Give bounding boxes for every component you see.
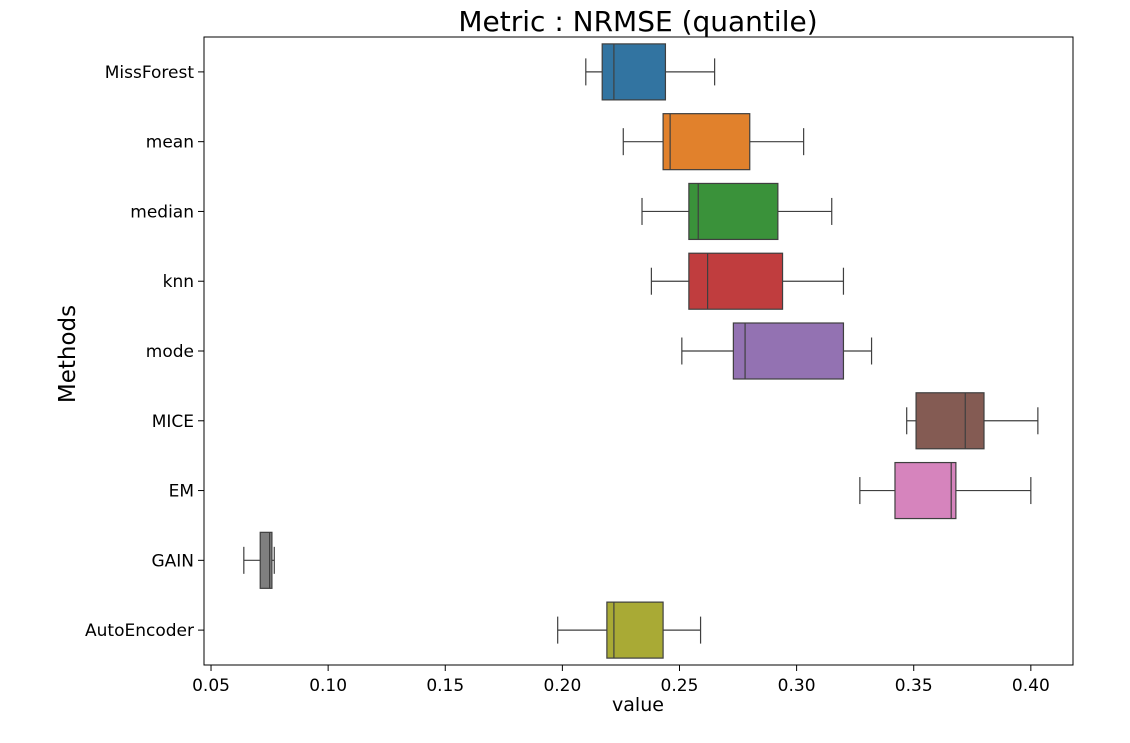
y-tick-label: mode <box>146 342 194 362</box>
y-tick-label: MICE <box>152 412 194 432</box>
box-iqr <box>259 531 273 589</box>
y-tick-label: median <box>130 202 194 222</box>
box-em <box>859 461 1032 520</box>
box-mean <box>622 113 805 171</box>
box-missforest <box>585 43 716 101</box>
box-autoencoder <box>557 601 702 659</box>
box-mice <box>906 392 1039 450</box>
box-knn <box>650 252 845 310</box>
x-tick-label: 0.40 <box>1012 676 1050 696</box>
y-tick-label: mean <box>146 133 194 153</box>
box-mode <box>681 322 873 380</box>
y-tick-label: MissForest <box>105 63 195 83</box>
plot-frame <box>203 36 1074 666</box>
y-tick-label: GAIN <box>151 551 194 571</box>
x-tick-label: 0.10 <box>309 676 347 696</box>
box-median <box>641 182 833 241</box>
box-iqr <box>601 43 667 101</box>
box-iqr <box>688 252 784 310</box>
x-tick-label: 0.15 <box>426 676 464 696</box>
box-iqr <box>606 601 664 659</box>
box-iqr <box>894 461 957 520</box>
y-tick-label: EM <box>169 482 194 502</box>
x-tick-label: 0.20 <box>543 676 581 696</box>
box-iqr <box>915 392 985 450</box>
x-axis-label: value <box>612 694 664 716</box>
x-tick-label: 0.05 <box>192 676 230 696</box>
x-tick-label: 0.35 <box>895 676 933 696</box>
x-tick-label: 0.25 <box>661 676 699 696</box>
y-axis-label: Methods <box>55 305 81 403</box>
box-gain <box>243 531 275 589</box>
box-iqr <box>732 322 845 380</box>
chart-title: Metric : NRMSE (quantile) <box>458 5 817 38</box>
box-iqr <box>662 113 751 171</box>
y-tick-label: knn <box>163 272 194 292</box>
y-tick-label: AutoEncoder <box>85 621 194 641</box>
box-iqr <box>688 182 779 241</box>
plot-area: 0.05 0.10 0.15 0.20 0.25 0.30 0.35 0.40 MissFore… <box>85 43 1050 696</box>
x-tick-label: 0.30 <box>778 676 816 696</box>
